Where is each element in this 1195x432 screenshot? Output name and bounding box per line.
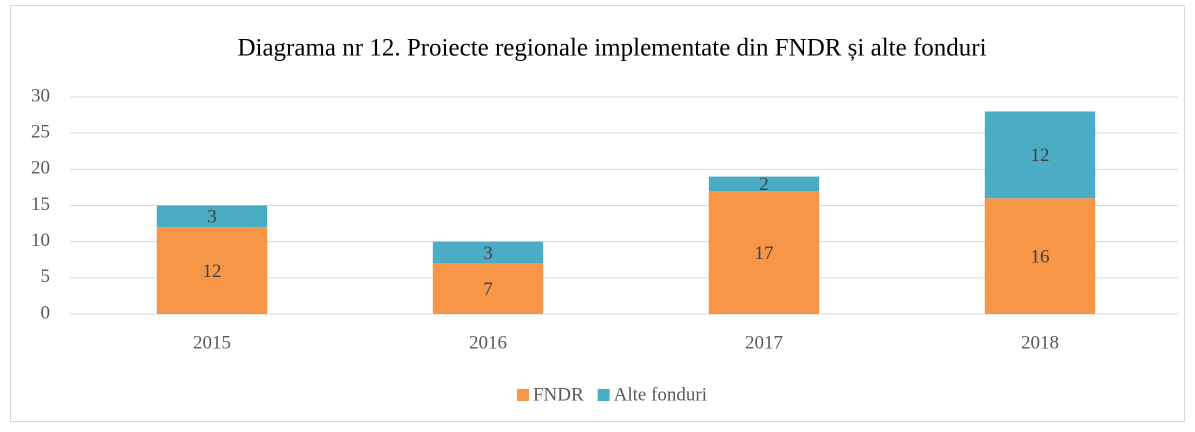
bar [432,241,544,264]
bar [984,198,1096,314]
bar [156,227,268,314]
bar [156,205,268,228]
data-label: 12 [203,261,222,282]
x-tick-label: 2017 [745,332,783,353]
y-tick-label: 20 [31,158,50,179]
y-tick-label: 25 [31,122,50,143]
data-label: 7 [483,279,493,300]
data-label: 3 [483,243,493,264]
data-label: 2 [759,174,769,195]
data-label: 3 [207,207,217,228]
bar [984,111,1096,199]
bar [708,191,820,314]
data-label: 17 [755,243,774,264]
y-tick-label: 15 [31,194,50,215]
data-label: 16 [1031,246,1050,267]
legend-swatch [597,389,610,401]
bar [432,263,544,314]
x-tick-label: 2016 [469,332,507,353]
y-tick-label: 5 [41,266,51,287]
legend-label: FNDR [533,384,584,405]
bar [708,176,820,192]
legend-label: Alte fonduri [614,384,707,405]
data-label: 12 [1031,145,1050,166]
x-tick-label: 2015 [193,332,231,353]
y-tick-label: 10 [31,230,50,251]
y-tick-label: 0 [41,302,51,323]
chart-title: Diagrama nr 12. Proiecte regionale imple… [237,35,986,62]
legend-swatch [516,389,529,401]
y-tick-label: 30 [31,85,50,106]
x-tick-label: 2018 [1021,332,1059,353]
